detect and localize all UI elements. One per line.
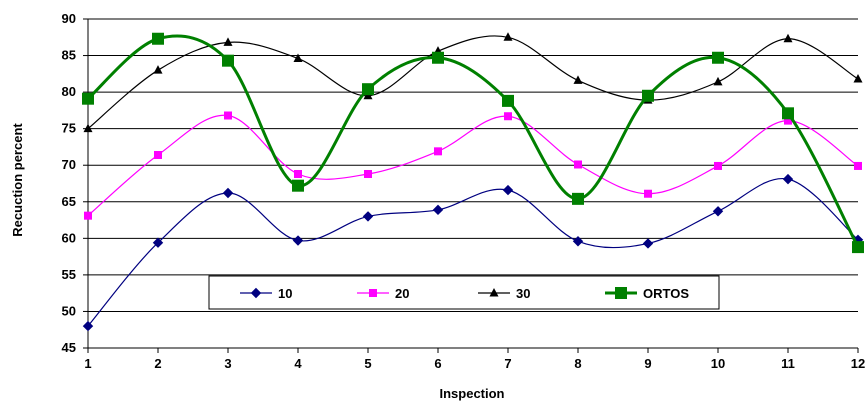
data-point: [84, 211, 92, 220]
data-point: [852, 241, 864, 254]
x-tick-label: 10: [711, 356, 725, 371]
y-tick-label: 55: [62, 267, 76, 282]
axes: [83, 18, 859, 353]
data-point: [784, 116, 792, 125]
data-point: [293, 53, 303, 62]
legend-item-30: 30: [478, 286, 530, 301]
legend-marker: [369, 289, 377, 297]
y-tick-label: 70: [62, 157, 76, 172]
x-tick-label: 5: [364, 356, 371, 371]
data-point: [292, 179, 304, 192]
data-point: [83, 123, 93, 133]
data-point: [432, 204, 444, 216]
y-tick-label: 90: [62, 11, 76, 26]
data-point: [432, 51, 444, 64]
y-axis-title: Recuction percent: [10, 123, 25, 237]
legend-label: 20: [395, 286, 409, 301]
data-point: [714, 161, 722, 170]
data-point: [712, 51, 724, 64]
x-tick-label: 7: [504, 356, 511, 371]
legend-label: ORTOS: [643, 286, 689, 301]
data-point: [854, 161, 862, 170]
data-point: [503, 32, 513, 41]
gridlines: [88, 18, 858, 349]
data-point: [644, 189, 652, 198]
data-point: [152, 32, 164, 45]
x-tick-label: 2: [154, 356, 161, 371]
data-point: [223, 37, 233, 46]
data-point: [853, 73, 863, 83]
x-tick-label: 11: [781, 356, 795, 371]
y-tick-label: 65: [62, 194, 76, 209]
series-line: [87, 177, 859, 327]
series-20: [84, 111, 862, 220]
x-tick-label: 12: [851, 356, 865, 371]
data-point: [642, 238, 654, 249]
data-point: [82, 92, 94, 105]
data-point: [434, 147, 442, 156]
x-tick-label: 1: [84, 356, 91, 371]
x-axis-title: Inspection: [439, 386, 504, 401]
y-tick-label: 45: [62, 340, 76, 355]
data-point: [713, 76, 723, 86]
legend-marker: [489, 288, 499, 297]
data-point: [294, 169, 302, 178]
legend-marker: [615, 287, 627, 299]
y-tick-label: 80: [62, 84, 76, 99]
data-point: [292, 235, 304, 246]
y-tick-label: 60: [62, 230, 76, 245]
legend-marker: [250, 287, 262, 299]
x-tick-label: 9: [644, 356, 651, 371]
legend-item-10: 10: [240, 286, 292, 301]
legend-label: 30: [516, 286, 530, 301]
data-point: [152, 237, 164, 248]
series-line: [87, 35, 859, 130]
data-point: [364, 169, 372, 178]
data-point: [153, 65, 163, 74]
x-tick-label: 6: [434, 356, 441, 371]
series-layer: [82, 32, 864, 332]
data-point: [504, 112, 512, 121]
data-point: [224, 111, 232, 120]
data-point: [362, 211, 374, 222]
y-tick-label: 75: [62, 121, 76, 136]
data-point: [574, 160, 582, 169]
data-point: [782, 107, 794, 120]
data-point: [362, 83, 374, 96]
data-point: [82, 320, 94, 332]
legend-item-ortos: ORTOS: [605, 286, 689, 301]
data-point: [573, 75, 583, 84]
data-point: [572, 236, 584, 247]
x-tick-label: 4: [294, 356, 302, 371]
legend-item-20: 20: [357, 286, 409, 301]
x-tick-label: 3: [224, 356, 231, 371]
data-point: [783, 33, 793, 43]
legend-label: 10: [278, 286, 292, 301]
y-tick-label: 50: [62, 303, 76, 318]
series-line: [87, 34, 860, 248]
data-point: [502, 184, 514, 196]
data-point: [642, 89, 654, 102]
x-tick-label: 8: [574, 356, 581, 371]
series-ortos: [82, 32, 864, 254]
data-point: [222, 54, 234, 67]
data-point: [782, 173, 794, 185]
series-10: [82, 173, 864, 332]
data-point: [222, 187, 234, 199]
y-tick-label: 85: [62, 48, 76, 63]
data-point: [154, 150, 162, 159]
data-point: [502, 94, 514, 107]
series-30: [83, 32, 863, 133]
series-line: [87, 114, 859, 217]
legend: 10 20 30 ORTOS: [208, 275, 720, 310]
data-point: [572, 192, 584, 205]
data-point: [712, 206, 724, 217]
